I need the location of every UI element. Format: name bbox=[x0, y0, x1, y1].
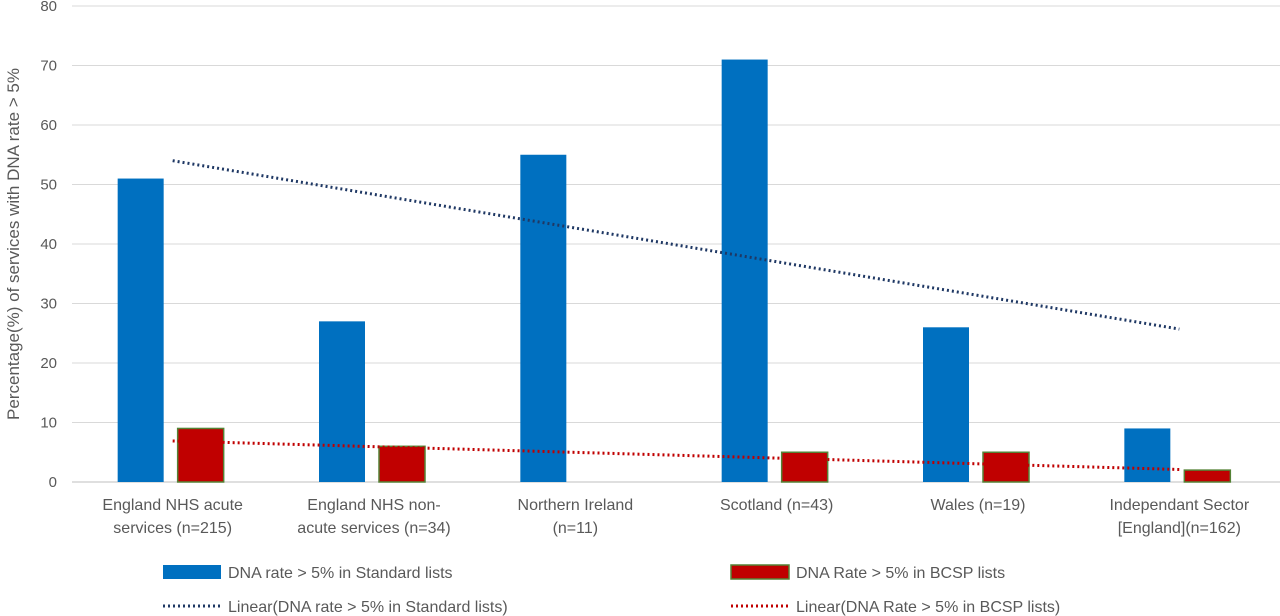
bar-standard-lists bbox=[117, 178, 164, 483]
x-category-label: England NHS acute bbox=[102, 497, 243, 514]
legend-trend-bcsp-label: Linear(DNA Rate > 5% in BCSP lists) bbox=[796, 599, 1060, 616]
bars bbox=[117, 59, 1232, 483]
x-axis-categories: England NHS acute services (n=215) England… bbox=[102, 497, 1249, 537]
y-axis-ticks: 0 10 20 30 40 50 60 70 80 bbox=[40, 0, 57, 491]
y-tick-label: 80 bbox=[40, 0, 57, 15]
legend: DNA rate > 5% in Standard lists DNA Rate … bbox=[163, 564, 1060, 616]
x-category-label: Northern Ireland bbox=[518, 497, 634, 514]
y-tick-label: 0 bbox=[49, 474, 57, 491]
bar-bcsp-lists bbox=[780, 451, 829, 483]
x-category-label: services (n=215) bbox=[113, 520, 232, 537]
x-category-label: acute services (n=34) bbox=[297, 520, 450, 537]
bar-bcsp-lists bbox=[982, 451, 1030, 483]
x-category-label: England NHS non- bbox=[307, 497, 440, 514]
bar-standard-lists bbox=[923, 327, 969, 482]
y-tick-label: 60 bbox=[40, 117, 57, 134]
legend-standard-lists-label: DNA rate > 5% in Standard lists bbox=[228, 565, 453, 582]
y-tick-label: 70 bbox=[40, 58, 57, 75]
legend-standard-lists-swatch bbox=[163, 565, 221, 579]
x-category-label: Independant Sector bbox=[1109, 497, 1249, 514]
bar-standard-lists bbox=[721, 59, 768, 483]
legend-bcsp-lists-swatch bbox=[730, 564, 790, 580]
y-tick-label: 30 bbox=[40, 296, 57, 313]
legend-bcsp-lists-label: DNA Rate > 5% in BCSP lists bbox=[796, 565, 1005, 582]
bar-bcsp-lists bbox=[176, 427, 225, 483]
y-tick-label: 10 bbox=[40, 415, 57, 432]
x-category-label: [England](n=162) bbox=[1118, 520, 1241, 537]
x-category-label: Scotland (n=43) bbox=[720, 497, 833, 514]
bar-standard-lists bbox=[1124, 428, 1171, 482]
y-tick-label: 20 bbox=[40, 355, 57, 372]
y-tick-label: 40 bbox=[40, 236, 57, 253]
y-tick-label: 50 bbox=[40, 177, 57, 194]
trendlines bbox=[172, 159, 1180, 472]
x-category-label: Wales (n=19) bbox=[931, 497, 1026, 514]
y-axis-label: Percentage(%) of services with DNA rate … bbox=[4, 68, 23, 420]
bar-standard-lists bbox=[319, 321, 365, 482]
bar-bcsp-lists bbox=[378, 445, 426, 483]
x-category-label: (n=11) bbox=[553, 520, 599, 537]
bar-bcsp-lists bbox=[1183, 469, 1232, 483]
trendline-standard-lists bbox=[172, 159, 1180, 331]
legend-trend-standard-label: Linear(DNA rate > 5% in Standard lists) bbox=[228, 599, 508, 616]
bar-standard-lists bbox=[520, 154, 567, 482]
